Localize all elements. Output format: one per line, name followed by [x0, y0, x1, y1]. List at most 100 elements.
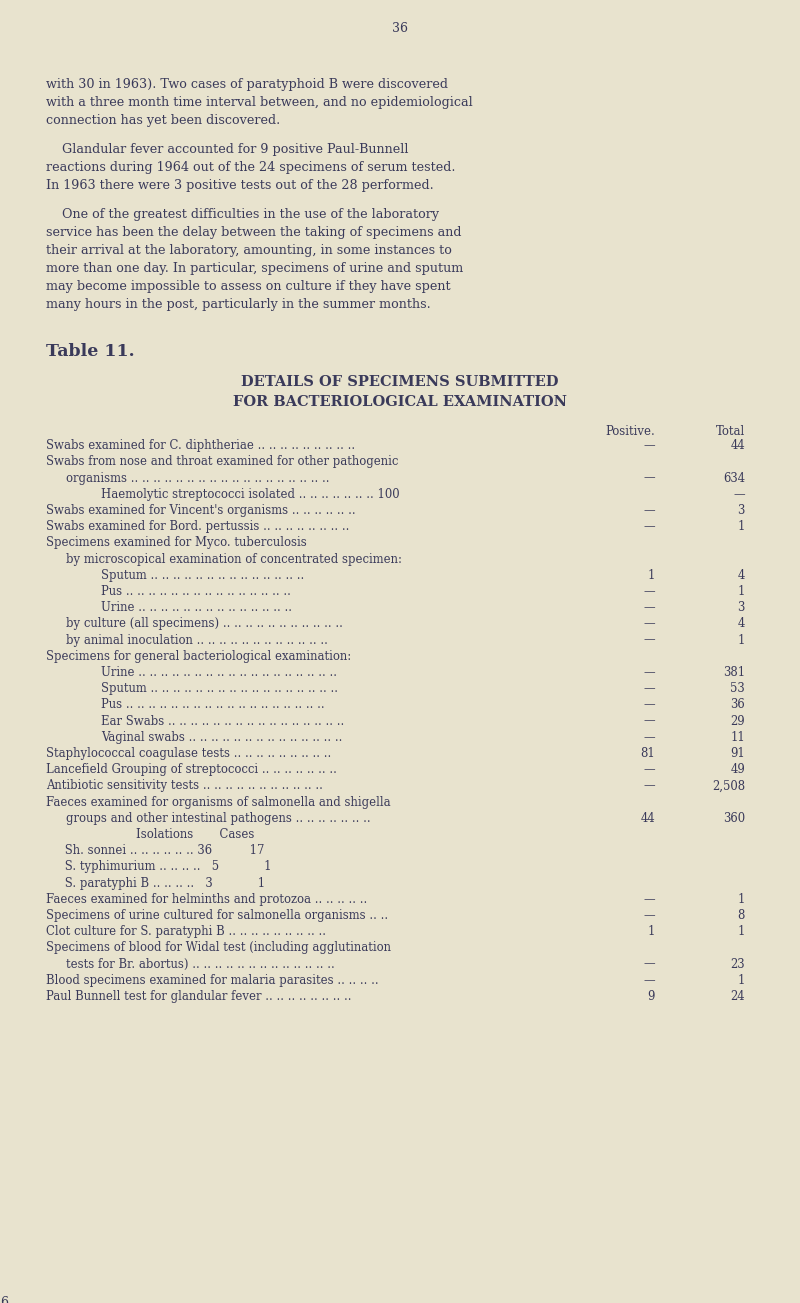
- Text: 4: 4: [738, 569, 745, 581]
- Text: Paul Bunnell test for glandular fever .. .. .. .. .. .. .. ..: Paul Bunnell test for glandular fever ..…: [46, 990, 351, 1003]
- Text: 3: 3: [738, 504, 745, 517]
- Text: tests for Br. abortus) .. .. .. .. .. .. .. .. .. .. .. .. ..: tests for Br. abortus) .. .. .. .. .. ..…: [66, 958, 334, 971]
- Text: 1: 1: [738, 520, 745, 533]
- Text: Swabs examined for C. diphtheriae .. .. .. .. .. .. .. .. ..: Swabs examined for C. diphtheriae .. .. …: [46, 439, 355, 452]
- Text: —: —: [643, 714, 655, 727]
- Text: 360: 360: [723, 812, 745, 825]
- Text: 24: 24: [730, 990, 745, 1003]
- Text: Haemolytic streptococci isolated .. .. .. .. .. .. .. 100: Haemolytic streptococci isolated .. .. .…: [101, 487, 400, 500]
- Text: —: —: [643, 958, 655, 971]
- Text: FOR BACTERIOLOGICAL EXAMINATION: FOR BACTERIOLOGICAL EXAMINATION: [233, 395, 567, 409]
- Text: Specimens of blood for Widal test (including agglutination: Specimens of blood for Widal test (inclu…: [46, 941, 391, 954]
- Text: —: —: [643, 893, 655, 906]
- Text: —: —: [643, 633, 655, 646]
- Text: Sputum .. .. .. .. .. .. .. .. .. .. .. .. .. .. .. .. ..: Sputum .. .. .. .. .. .. .. .. .. .. .. …: [101, 683, 338, 696]
- Text: Antibiotic sensitivity tests .. .. .. .. .. .. .. .. .. .. ..: Antibiotic sensitivity tests .. .. .. ..…: [46, 779, 323, 792]
- Text: organisms .. .. .. .. .. .. .. .. .. .. .. .. .. .. .. .. .. ..: organisms .. .. .. .. .. .. .. .. .. .. …: [66, 472, 330, 485]
- Text: reactions during 1964 out of the 24 specimens of serum tested.: reactions during 1964 out of the 24 spec…: [46, 160, 455, 173]
- Text: Specimens of urine cultured for salmonella organisms .. ..: Specimens of urine cultured for salmonel…: [46, 909, 388, 923]
- Text: Lancefield Grouping of streptococci .. .. .. .. .. .. ..: Lancefield Grouping of streptococci .. .…: [46, 764, 337, 777]
- Text: —: —: [643, 601, 655, 614]
- Text: —: —: [643, 504, 655, 517]
- Text: many hours in the post, particularly in the summer months.: many hours in the post, particularly in …: [46, 297, 430, 310]
- Text: 1: 1: [648, 925, 655, 938]
- Text: Faeces examined for helminths and protozoa .. .. .. .. ..: Faeces examined for helminths and protoz…: [46, 893, 367, 906]
- Text: 36: 36: [730, 698, 745, 711]
- Text: —: —: [643, 779, 655, 792]
- Text: Sputum .. .. .. .. .. .. .. .. .. .. .. .. .. ..: Sputum .. .. .. .. .. .. .. .. .. .. .. …: [101, 569, 304, 581]
- Text: 2,508: 2,508: [712, 779, 745, 792]
- Text: 9: 9: [648, 990, 655, 1003]
- Text: Sh. sonnei .. .. .. .. .. .. 36          17: Sh. sonnei .. .. .. .. .. .. 36 17: [46, 844, 264, 857]
- Text: with a three month time interval between, and no epidemiological: with a three month time interval between…: [46, 96, 473, 109]
- Text: groups and other intestinal pathogens .. .. .. .. .. .. ..: groups and other intestinal pathogens ..…: [66, 812, 370, 825]
- Text: 8: 8: [738, 909, 745, 923]
- Text: In 1963 there were 3 positive tests out of the 28 performed.: In 1963 there were 3 positive tests out …: [46, 179, 434, 192]
- Text: by animal inoculation .. .. .. .. .. .. .. .. .. .. .. ..: by animal inoculation .. .. .. .. .. .. …: [66, 633, 328, 646]
- Text: 11: 11: [730, 731, 745, 744]
- Text: —: —: [643, 472, 655, 485]
- Text: Pus .. .. .. .. .. .. .. .. .. .. .. .. .. .. ..: Pus .. .. .. .. .. .. .. .. .. .. .. .. …: [101, 585, 291, 598]
- Text: 36: 36: [392, 22, 408, 34]
- Text: 44: 44: [730, 439, 745, 452]
- Text: 1: 1: [738, 633, 745, 646]
- Text: Pus .. .. .. .. .. .. .. .. .. .. .. .. .. .. .. .. .. ..: Pus .. .. .. .. .. .. .. .. .. .. .. .. …: [101, 698, 325, 711]
- Text: their arrival at the laboratory, amounting, in some instances to: their arrival at the laboratory, amounti…: [46, 244, 452, 257]
- Text: 53: 53: [730, 683, 745, 696]
- Text: Clot culture for S. paratyphi B .. .. .. .. .. .. .. .. ..: Clot culture for S. paratyphi B .. .. ..…: [46, 925, 326, 938]
- Text: —: —: [643, 909, 655, 923]
- Text: 91: 91: [730, 747, 745, 760]
- Text: —: —: [643, 973, 655, 986]
- Text: Glandular fever accounted for 9 positive Paul-Bunnell: Glandular fever accounted for 9 positive…: [46, 143, 409, 156]
- Text: connection has yet been discovered.: connection has yet been discovered.: [46, 113, 280, 126]
- Text: 381: 381: [723, 666, 745, 679]
- Text: 1: 1: [738, 893, 745, 906]
- Text: 1: 1: [648, 569, 655, 581]
- Text: 1: 1: [738, 585, 745, 598]
- Text: Swabs from nose and throat examined for other pathogenic: Swabs from nose and throat examined for …: [46, 455, 398, 468]
- Text: may become impossible to assess on culture if they have spent: may become impossible to assess on cultu…: [46, 280, 450, 293]
- Text: 634: 634: [723, 472, 745, 485]
- Text: with 30 in 1963). Two cases of paratyphoid B were discovered: with 30 in 1963). Two cases of paratypho…: [46, 78, 448, 91]
- Text: 44: 44: [640, 812, 655, 825]
- Text: —: —: [643, 683, 655, 696]
- Text: service has been the delay between the taking of specimens and: service has been the delay between the t…: [46, 225, 462, 238]
- Text: Specimens examined for Myco. tuberculosis: Specimens examined for Myco. tuberculosi…: [46, 537, 306, 550]
- Text: 23: 23: [730, 958, 745, 971]
- Text: 1: 1: [738, 925, 745, 938]
- Text: 4: 4: [738, 618, 745, 631]
- Text: —: —: [643, 731, 655, 744]
- Text: Specimens for general bacteriological examination:: Specimens for general bacteriological ex…: [46, 650, 351, 663]
- Text: Faeces examined for organisms of salmonella and shigella: Faeces examined for organisms of salmone…: [46, 796, 390, 809]
- Text: Blood specimens examined for malaria parasites .. .. .. ..: Blood specimens examined for malaria par…: [46, 973, 378, 986]
- Text: Ear Swabs .. .. .. .. .. .. .. .. .. .. .. .. .. .. .. ..: Ear Swabs .. .. .. .. .. .. .. .. .. .. …: [101, 714, 344, 727]
- Text: Vaginal swabs .. .. .. .. .. .. .. .. .. .. .. .. .. ..: Vaginal swabs .. .. .. .. .. .. .. .. ..…: [101, 731, 342, 744]
- Text: Total: Total: [716, 425, 745, 438]
- Text: Swabs examined for Vincent's organisms .. .. .. .. .. ..: Swabs examined for Vincent's organisms .…: [46, 504, 356, 517]
- Text: 1: 1: [738, 973, 745, 986]
- Text: —: —: [643, 585, 655, 598]
- Text: —: —: [643, 666, 655, 679]
- Text: Staphylococcal coagulase tests .. .. .. .. .. .. .. .. ..: Staphylococcal coagulase tests .. .. .. …: [46, 747, 331, 760]
- Text: —: —: [643, 764, 655, 777]
- Text: Positive.: Positive.: [606, 425, 655, 438]
- Text: —: —: [643, 520, 655, 533]
- Text: DETAILS OF SPECIMENS SUBMITTED: DETAILS OF SPECIMENS SUBMITTED: [242, 374, 558, 388]
- Text: by culture (all specimens) .. .. .. .. .. .. .. .. .. .. ..: by culture (all specimens) .. .. .. .. .…: [66, 618, 343, 631]
- Text: S. typhimurium .. .. .. ..   5            1: S. typhimurium .. .. .. .. 5 1: [46, 860, 271, 873]
- Text: 29: 29: [730, 714, 745, 727]
- Text: Urine .. .. .. .. .. .. .. .. .. .. .. .. .. .. .. .. .. ..: Urine .. .. .. .. .. .. .. .. .. .. .. .…: [101, 666, 337, 679]
- Text: S. paratyphi B .. .. .. ..   3            1: S. paratyphi B .. .. .. .. 3 1: [46, 877, 265, 890]
- Text: more than one day. In particular, specimens of urine and sputum: more than one day. In particular, specim…: [46, 262, 463, 275]
- Text: 49: 49: [730, 764, 745, 777]
- Text: Swabs examined for Bord. pertussis .. .. .. .. .. .. .. ..: Swabs examined for Bord. pertussis .. ..…: [46, 520, 350, 533]
- Text: Isolations       Cases: Isolations Cases: [46, 827, 254, 840]
- Text: 3: 3: [738, 601, 745, 614]
- Text: 36: 36: [0, 1295, 9, 1303]
- Text: —: —: [734, 487, 745, 500]
- Text: —: —: [643, 439, 655, 452]
- Text: One of the greatest difficulties in the use of the laboratory: One of the greatest difficulties in the …: [46, 207, 439, 220]
- Text: —: —: [643, 618, 655, 631]
- Text: by microscopical examination of concentrated specimen:: by microscopical examination of concentr…: [66, 552, 402, 566]
- Text: Urine .. .. .. .. .. .. .. .. .. .. .. .. .. ..: Urine .. .. .. .. .. .. .. .. .. .. .. .…: [101, 601, 292, 614]
